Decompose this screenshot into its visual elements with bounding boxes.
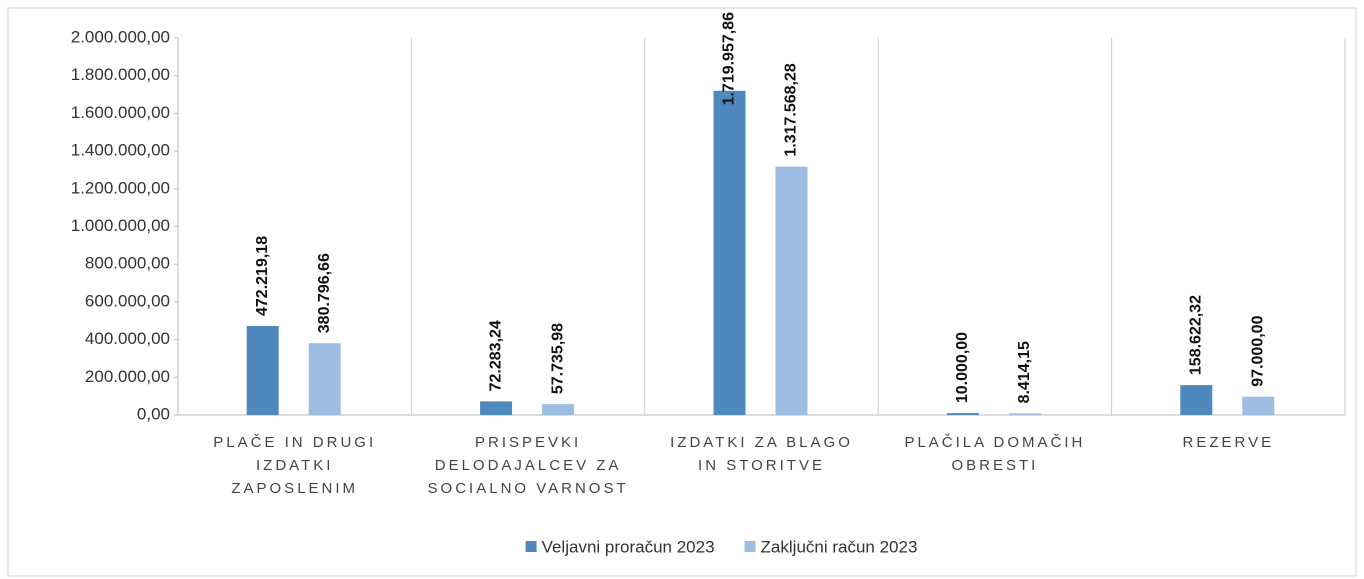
y-tick-label: 200.000,00 xyxy=(85,367,170,386)
value-label: 8.414,15 xyxy=(1016,341,1033,403)
y-tick-label: 600.000,00 xyxy=(85,291,170,310)
bar xyxy=(946,413,979,415)
x-tick-label: IZDATKI ZA BLAGO IN STORITVE xyxy=(670,434,853,474)
y-tick-label: 2.000.000,00 xyxy=(71,27,170,46)
value-label: 97.000,00 xyxy=(1250,315,1267,386)
value-label: 10.000,00 xyxy=(954,332,971,403)
legend: Veljavni proračun 2023 Zaključni račun 20… xyxy=(525,537,918,556)
value-label: 158.622,32 xyxy=(1188,295,1205,375)
value-label: 380.796,66 xyxy=(316,253,333,333)
bar xyxy=(246,325,279,415)
value-label: 57.735,98 xyxy=(549,323,566,394)
bar xyxy=(1008,413,1041,415)
x-tick-label-line: REZERVE xyxy=(1183,434,1275,451)
bar xyxy=(1180,385,1213,415)
y-tick-label: 1.800.000,00 xyxy=(71,65,170,84)
y-tick-label: 1.200.000,00 xyxy=(71,178,170,197)
x-tick-label-line: IZDATKI xyxy=(256,457,333,474)
x-tick-label-line: IN STORITVE xyxy=(698,457,825,474)
legend-label: Veljavni proračun 2023 xyxy=(542,537,715,556)
x-tick-label-line: OBRESTI xyxy=(951,457,1038,474)
x-tick-label: PRISPEVKI DELODAJALCEV ZA SOCIALNO VARNOST xyxy=(428,434,629,497)
bar xyxy=(775,166,808,415)
x-tick-label-line: DELODAJALCEV ZA xyxy=(435,457,622,474)
x-tick-label-line: PRISPEVKI xyxy=(475,434,581,451)
bar xyxy=(713,90,746,416)
value-label: 72.283,24 xyxy=(487,320,504,391)
x-tick-label: PLAČILA DOMAČIH OBRESTI xyxy=(904,434,1085,474)
value-label: 472.219,18 xyxy=(254,236,271,316)
value-label: 1.719.957,86 xyxy=(721,12,738,106)
bar xyxy=(480,401,513,415)
x-tick-label-line: ZAPOSLENIM xyxy=(231,480,358,497)
legend-swatch xyxy=(525,541,537,552)
y-tick-label: 1.400.000,00 xyxy=(71,141,170,160)
x-tick-label-line: IZDATKI ZA BLAGO xyxy=(670,434,853,451)
legend-label: Zaključni račun 2023 xyxy=(761,537,918,556)
bar xyxy=(542,404,575,415)
x-tick-label-line: SOCIALNO VARNOST xyxy=(428,480,629,497)
x-tick-label-line: PLAČILA DOMAČIH xyxy=(904,434,1085,451)
bar xyxy=(308,343,341,415)
value-label: 1.317.568,28 xyxy=(783,63,800,157)
y-tick-label: 400.000,00 xyxy=(85,329,170,348)
y-tick-label: 1.000.000,00 xyxy=(71,216,170,235)
y-tick-label: 1.600.000,00 xyxy=(71,103,170,122)
y-tick-label: 0,00 xyxy=(137,404,170,423)
bar xyxy=(1242,396,1275,415)
chart-border xyxy=(7,7,1357,577)
x-tick-label: PLAČE IN DRUGI IZDATKI ZAPOSLENIM xyxy=(213,434,376,497)
legend-swatch xyxy=(744,541,756,552)
y-tick-label: 800.000,00 xyxy=(85,254,170,273)
x-tick-label: REZERVE xyxy=(1183,434,1275,451)
x-tick-label-line: PLAČE IN DRUGI xyxy=(213,434,376,451)
